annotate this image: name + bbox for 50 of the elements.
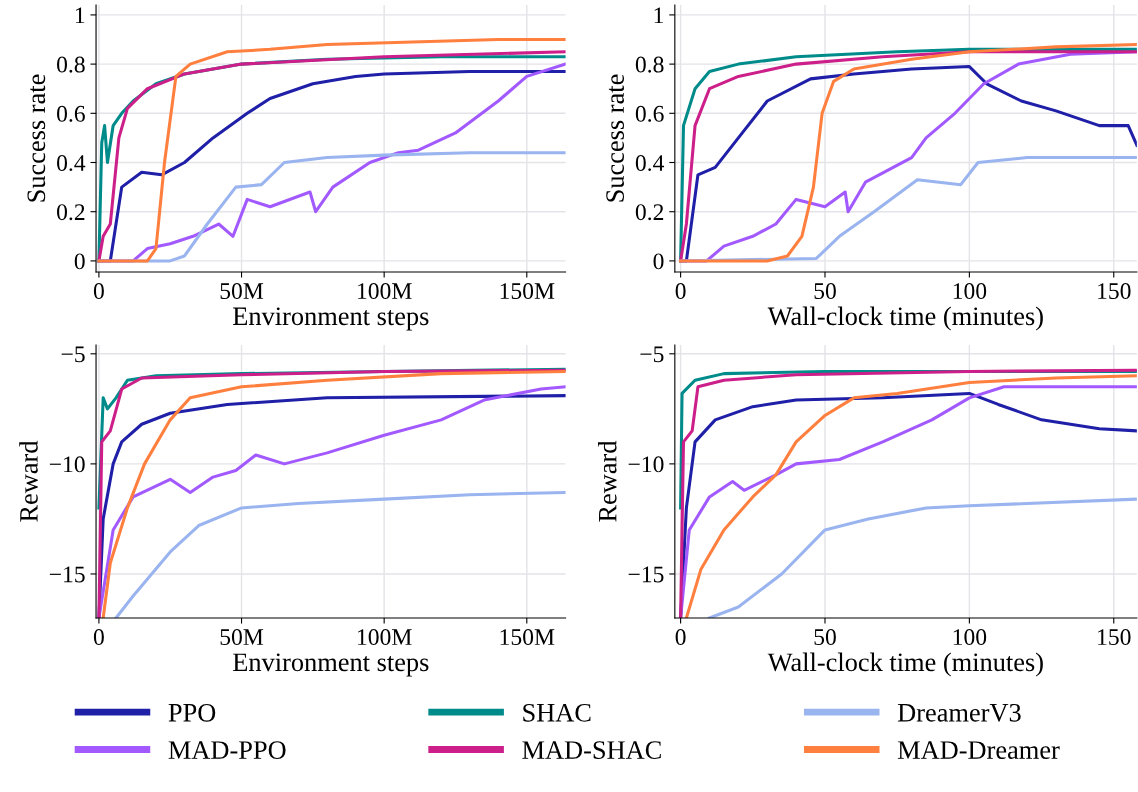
- y-axis-title: Reward: [598, 440, 617, 522]
- x-tick-label: 50: [814, 629, 836, 646]
- x-tick-label: 150: [1098, 283, 1131, 300]
- x-axis-title: Wall-clock time (minutes): [767, 306, 1043, 331]
- x-axis-title: Environment steps: [233, 653, 429, 677]
- legend-label: MAD-PPO: [168, 741, 286, 759]
- y-tick-label: 0.6: [635, 105, 664, 122]
- y-tick-label: −15: [49, 566, 85, 583]
- y-tick-label: 0.6: [57, 105, 85, 122]
- x-tick-label: 0: [93, 629, 104, 646]
- x-axis-title: Wall-clock time (minutes): [767, 652, 1043, 677]
- x-tick-label: 100: [953, 283, 987, 300]
- y-tick-label: −10: [49, 456, 85, 473]
- line-series: [114, 490, 566, 618]
- legend-label: PPO: [168, 703, 216, 722]
- x-tick-label: 100: [953, 629, 987, 646]
- y-axis-title: Reward: [19, 440, 38, 522]
- y-tick-label: −5: [640, 346, 664, 363]
- x-tick-label: 50M: [220, 283, 264, 300]
- x-tick-label: 0: [93, 283, 104, 300]
- x-tick-label: 150M: [500, 283, 555, 300]
- x-tick-label: 150M: [500, 629, 555, 646]
- legend-label: MAD-SHAC: [522, 741, 661, 759]
- y-tick-label: 0: [653, 253, 664, 270]
- y-tick-label: 0.8: [57, 56, 85, 73]
- y-tick-label: 1: [654, 7, 663, 24]
- x-tick-label: 50M: [220, 629, 264, 646]
- y-tick-label: −10: [628, 456, 664, 473]
- x-tick-label: 0: [675, 283, 686, 300]
- y-tick-label: −5: [61, 346, 85, 363]
- x-tick-label: 150: [1098, 629, 1131, 646]
- y-tick-label: 0: [74, 253, 85, 270]
- y-axis-title: Success rate: [606, 74, 624, 202]
- y-tick-label: 0.4: [635, 155, 665, 172]
- y-tick-label: −15: [628, 566, 664, 583]
- y-tick-label: 0.4: [57, 155, 86, 172]
- line-series: [707, 497, 1137, 618]
- x-axis-title: Environment steps: [233, 307, 429, 331]
- y-tick-label: 1: [75, 7, 85, 24]
- x-tick-label: 50: [814, 283, 836, 300]
- y-tick-label: 0.8: [635, 56, 664, 73]
- x-tick-label: 100M: [358, 283, 412, 300]
- y-tick-label: 0.2: [57, 204, 85, 221]
- legend-label: DreamerV3: [897, 703, 1021, 722]
- legend-label: MAD-Dreamer: [897, 741, 1060, 759]
- x-tick-label: 0: [675, 629, 686, 646]
- legend-label: SHAC: [523, 703, 591, 722]
- x-tick-label: 100M: [358, 629, 412, 646]
- y-axis-title: Success rate: [27, 74, 46, 202]
- y-tick-label: 0.2: [635, 204, 664, 221]
